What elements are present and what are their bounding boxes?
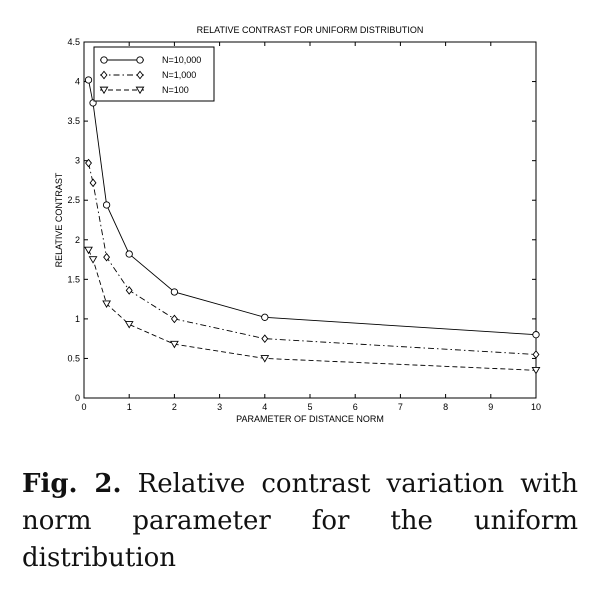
x-tick-label: 2: [172, 402, 177, 412]
legend-marker: [99, 86, 109, 95]
chart-title: RELATIVE CONTRAST FOR UNIFORM DISTRIBUTI…: [197, 25, 424, 35]
data-point: [84, 76, 93, 84]
data-point: [102, 300, 111, 308]
data-point: [89, 178, 97, 188]
legend-marker: [136, 56, 144, 64]
data-point: [103, 252, 111, 262]
y-axis-label: RELATIVE CONTRAST: [54, 172, 64, 267]
legend-marker: [100, 56, 108, 64]
data-point: [125, 286, 133, 295]
series-line-1: [88, 162, 537, 355]
data-point: [88, 256, 98, 264]
x-tick-label: 6: [353, 402, 358, 412]
data-point: [124, 321, 134, 329]
x-axis-label: PARAMETER OF DISTANCE NORM: [236, 414, 384, 424]
series-line-0: [88, 79, 537, 336]
y-tick-label: 1: [75, 314, 80, 324]
y-tick-label: 0: [75, 393, 80, 403]
y-tick-label: 4.5: [67, 37, 80, 47]
legend-box: [93, 46, 215, 102]
legend-marker: [135, 86, 145, 95]
data-point: [102, 201, 111, 209]
legend-entry: N=100: [162, 85, 189, 95]
data-point: [260, 355, 270, 363]
legend-marker: [100, 70, 108, 80]
figure-caption-text: Relative contrast variation with norm pa…: [22, 469, 578, 573]
series-line-2: [88, 249, 537, 371]
series-lines: [88, 79, 537, 371]
legend-marker: [136, 70, 144, 80]
figure-label: Fig. 2.: [22, 469, 122, 499]
data-point: [125, 250, 133, 258]
data-point: [170, 288, 179, 296]
legend-entry: N=10,000: [162, 55, 201, 65]
y-tick-label: 3: [75, 156, 80, 166]
chart: RELATIVE CONTRAST FOR UNIFORM DISTRIBUTI…: [54, 25, 541, 424]
data-point: [531, 366, 541, 375]
y-tick-label: 4: [75, 77, 80, 87]
y-tick-label: 2: [75, 235, 80, 245]
y-tick-label: 1.5: [67, 274, 80, 284]
y-tick-label: 0.5: [67, 353, 80, 363]
x-tick-label: 3: [217, 402, 222, 412]
x-tick-label: 7: [398, 402, 403, 412]
x-tick-label: 0: [81, 402, 86, 412]
y-tick-label: 2.5: [67, 195, 80, 205]
x-tick-label: 8: [443, 402, 448, 412]
x-tick-label: 1: [127, 402, 132, 412]
figure-caption: Fig. 2. Relative contrast variation with…: [22, 466, 578, 577]
axis-ticks: 0 1 2 3 4 5 6 7 8 9 10 0 0.5 1 1.5 2 2.5 3 3.5 4 4.5: [67, 37, 541, 412]
legend: N=10,000 N=1,000 N=100: [93, 46, 215, 102]
y-tick-label: 3.5: [67, 116, 80, 126]
data-point: [532, 331, 540, 339]
data-point: [261, 334, 269, 343]
x-tick-label: 4: [262, 402, 267, 412]
data-point: [261, 313, 269, 321]
data-point: [532, 350, 540, 359]
x-tick-label: 9: [488, 402, 493, 412]
legend-entry: N=1,000: [162, 70, 196, 80]
x-tick-label: 10: [531, 402, 541, 412]
data-point: [84, 246, 93, 255]
x-tick-label: 5: [307, 402, 312, 412]
data-point: [170, 340, 179, 349]
data-point: [170, 314, 178, 324]
data-point: [85, 158, 92, 168]
series-markers: [84, 76, 541, 375]
